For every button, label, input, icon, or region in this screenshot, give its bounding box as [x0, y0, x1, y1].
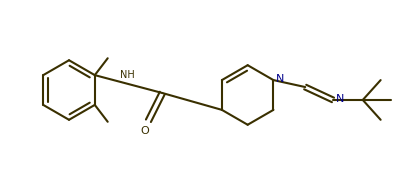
Text: N: N — [275, 74, 284, 84]
Text: O: O — [140, 126, 149, 136]
Text: NH: NH — [120, 70, 134, 80]
Text: N: N — [335, 94, 343, 104]
